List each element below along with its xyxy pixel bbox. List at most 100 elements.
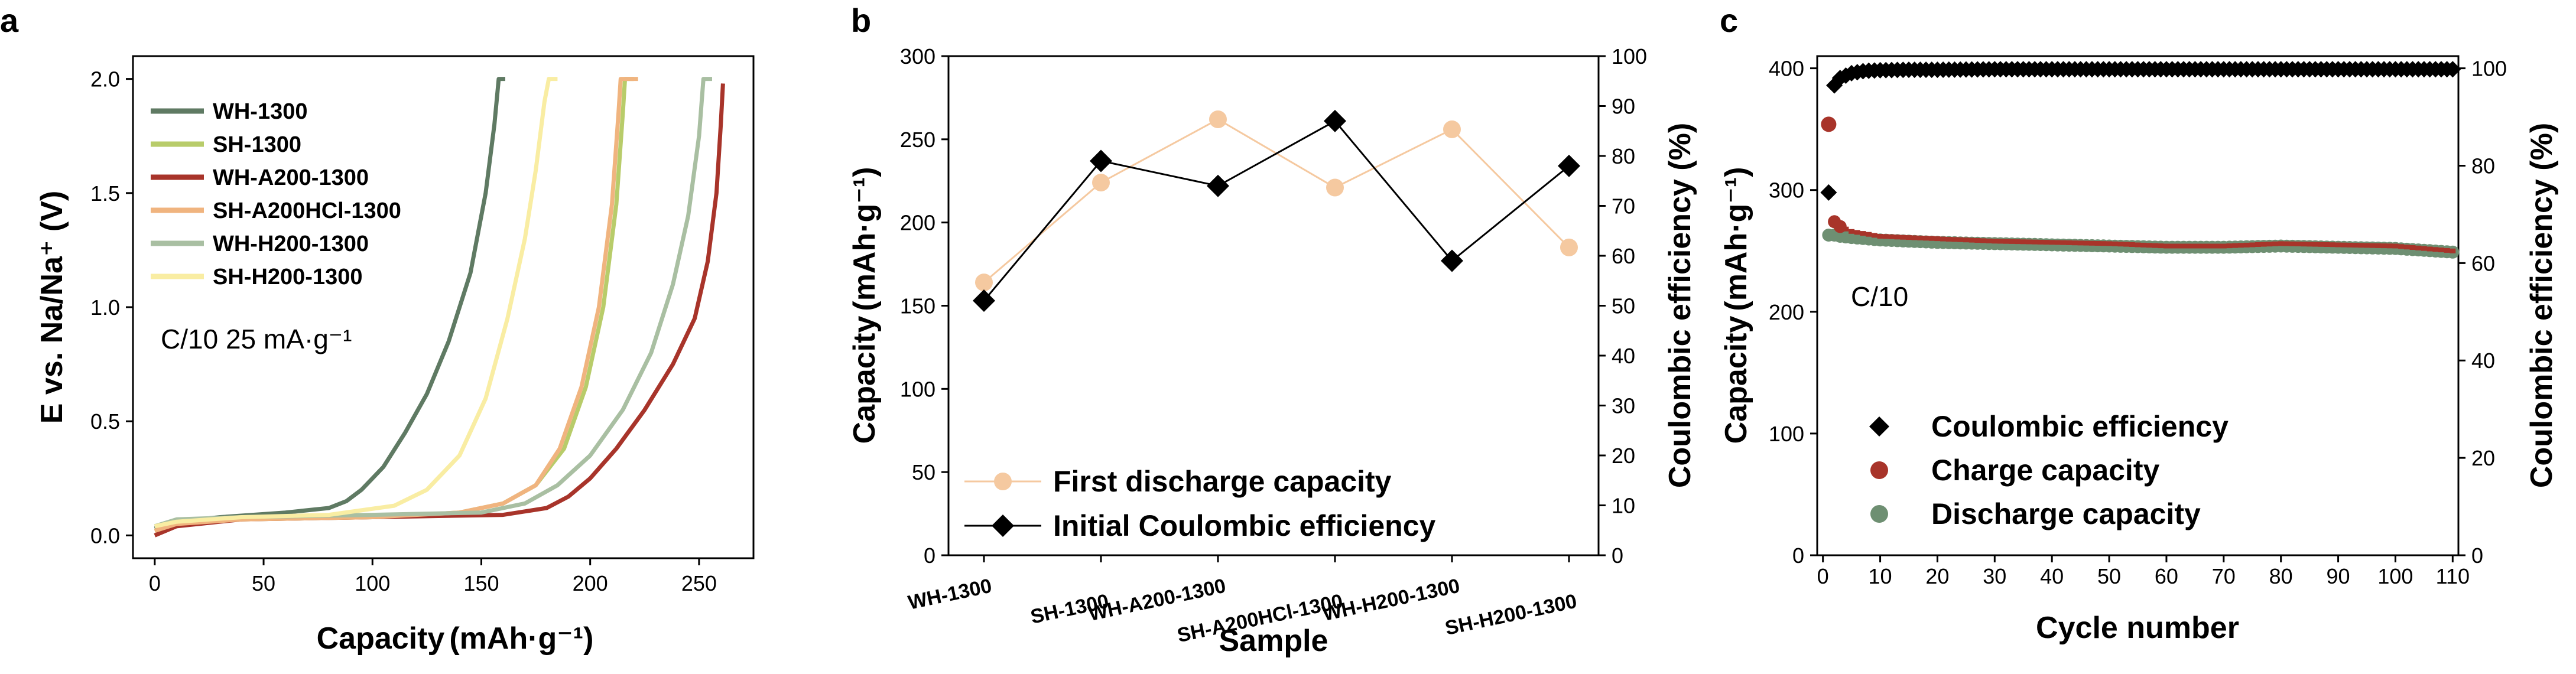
panel-a-legend-label: SH-H200-1300 <box>213 265 362 289</box>
panel-c-charge-point <box>2198 243 2204 249</box>
panel-a-y-tick-label: 1.5 <box>90 181 120 206</box>
panel-b-x-category-label: WH-1300 <box>906 575 993 614</box>
panel-c-charge-point <box>2209 243 2216 249</box>
panel-a-x-tick-label: 200 <box>573 571 608 595</box>
panel-c-y-axis-label: Capacity (mAh·g⁻¹) <box>1719 167 1753 444</box>
panel-c-charge-point <box>1997 239 2003 244</box>
panel-c-series <box>1820 61 2461 259</box>
panel-label-c: c <box>1720 2 1738 39</box>
panel-c-charge-point <box>1871 233 1877 238</box>
panel-a-series-line-3 <box>154 77 638 533</box>
panel-b-efficiency-line <box>983 119 1570 302</box>
panel-c-charge-point <box>1963 237 1969 243</box>
panel-c-charge-point <box>2043 240 2049 245</box>
panel-b-x-category-label: WH-H200-1300 <box>1321 575 1462 626</box>
panel-c-charge-point <box>2335 242 2341 248</box>
panel-a-y-tick-label: 0.0 <box>90 523 120 548</box>
panel-c-charge-point <box>2318 242 2324 247</box>
panel-c-charge-point <box>2232 243 2239 248</box>
panel-b-y2-tick-label: 70 <box>1612 194 1635 219</box>
panel-c-charge-point <box>1911 235 1918 240</box>
panel-a-x-tick-label: 150 <box>463 571 499 595</box>
panel-c-charge-point <box>1877 234 1883 239</box>
panel-c-x-tick-label: 70 <box>2212 564 2236 588</box>
panel-b-efficiency-point <box>1441 249 1463 272</box>
panel-c-charge-point <box>1900 235 1906 240</box>
panel-c-charge-point <box>2415 245 2422 250</box>
panel-c-x-tick-label: 90 <box>2327 564 2350 588</box>
panel-c-charge-point <box>2123 242 2130 247</box>
panel-c-charge-point <box>2060 240 2067 245</box>
panel-b-y2-tick-label: 10 <box>1612 494 1635 518</box>
panel-c-charge-point <box>2369 243 2376 248</box>
panel-c-charge-point <box>2266 242 2273 247</box>
panel-c-charge-point <box>2054 240 2061 245</box>
panel-c-charge-point <box>2186 243 2192 249</box>
panel-b-capacity-point <box>1443 120 1461 138</box>
panel-a-y-tick-label: 2.0 <box>90 67 120 92</box>
panel-c-charge-point <box>2175 243 2181 249</box>
panel-c-y2-tick-label: 80 <box>2471 154 2495 178</box>
panel-c-charge-point <box>2146 243 2152 248</box>
panel-c-charge-point <box>1849 229 1855 234</box>
panel-b-y2-tick-label: 80 <box>1612 144 1635 168</box>
panel-c-charge-point <box>2089 240 2095 246</box>
panel-c-y-tick-label: 100 <box>1769 422 1804 446</box>
panel-c-charge-point <box>1843 226 1849 232</box>
panel-c-charge-point <box>2083 240 2090 246</box>
panel-c-x-axis-label: Cycle number <box>2036 611 2239 645</box>
panel-c-charge-point <box>2329 242 2335 248</box>
panel-c-y2-tick-label: 40 <box>2471 349 2495 373</box>
panel-c-charge-point <box>2398 244 2405 249</box>
panel-a-legend-label: WH-A200-1300 <box>213 165 369 190</box>
panel-b-y-axis-label-unit: (mAh·g⁻¹) <box>847 167 882 311</box>
panel-b-y-tick-label: 200 <box>900 211 935 235</box>
panel-c-charge-point <box>2312 242 2318 247</box>
panel-c-charge-point <box>1821 116 1837 132</box>
panel-b-series <box>973 109 1580 312</box>
panel-c-charge-point <box>2226 243 2233 249</box>
panel-c-charge-point <box>2140 242 2147 248</box>
panel-b-y-tick-label: 250 <box>900 128 935 152</box>
panel-c-charge-point <box>2381 243 2387 249</box>
panel-c-y2-tick-label: 60 <box>2471 251 2495 275</box>
panel-c-charge-point <box>1860 231 1866 236</box>
panel-c-legend-label: Charge capacity <box>1931 454 2159 487</box>
panel-a-legend-label: WH-H200-1300 <box>213 232 369 256</box>
panel-c-charge-point <box>2215 243 2221 249</box>
panel-b-legend-label: First discharge capacity <box>1053 465 1392 498</box>
panel-b-y2-tick-label: 20 <box>1612 444 1635 468</box>
panel-c-y-tick-label: 0 <box>1792 543 1804 568</box>
panel-c-charge-point <box>1923 236 1929 241</box>
panel-c-y-tick-label: 400 <box>1769 57 1804 81</box>
panel-c-charge-point <box>2020 239 2026 245</box>
panel-b-y-tick-label: 0 <box>924 543 935 568</box>
panel-c-charge-point <box>1883 234 1889 239</box>
panel-a-x-tick-label: 100 <box>355 571 390 595</box>
panel-c-charge-point <box>2426 246 2433 252</box>
panel-b-ticks: 0 50 100 150 200 250 300 0 10 20 30 40 50 60 70 80 90 100… <box>900 44 1647 647</box>
panel-b-legend-swatch-marker <box>992 515 1014 537</box>
panel-c-legend: Coulombic efficiency Charge capacity Disch… <box>1869 410 2229 530</box>
panel-c-charge-point <box>2346 242 2353 248</box>
panel-b-y2-tick-label: 0 <box>1612 543 1623 568</box>
panel-b-y-tick-label: 100 <box>900 377 935 401</box>
panel-a-voltage-profile: a 0 50 100 150 200 250 0.0 0.5 1.0 1.5 2.0 WH-1300… <box>0 2 755 656</box>
panel-c-charge-point <box>2158 243 2164 249</box>
panel-c-efficiency-point <box>1820 184 1837 201</box>
panel-b-efficiency-point <box>1207 174 1229 197</box>
panel-c-charge-point <box>2283 241 2290 246</box>
panel-c-y-tick-label: 300 <box>1769 178 1804 203</box>
panel-b-capacity-point <box>1560 238 1578 256</box>
panel-c-charge-point <box>1888 234 1895 239</box>
panel-c-charge-point <box>2444 248 2450 253</box>
panel-c-y2-tick-label: 0 <box>2471 543 2483 568</box>
panel-c-charge-point <box>2071 240 2078 246</box>
panel-c-charge-point <box>2324 242 2330 247</box>
panel-c-charge-point <box>1957 237 1964 242</box>
panel-a-legend-label: SH-A200HCl-1300 <box>213 198 401 223</box>
panel-b-y2-tick-label: 50 <box>1612 294 1635 318</box>
panel-c-charge-point <box>2009 239 2015 244</box>
panel-a-ticks: 0 50 100 150 200 250 0.0 0.5 1.0 1.5 2.0 <box>90 67 717 595</box>
